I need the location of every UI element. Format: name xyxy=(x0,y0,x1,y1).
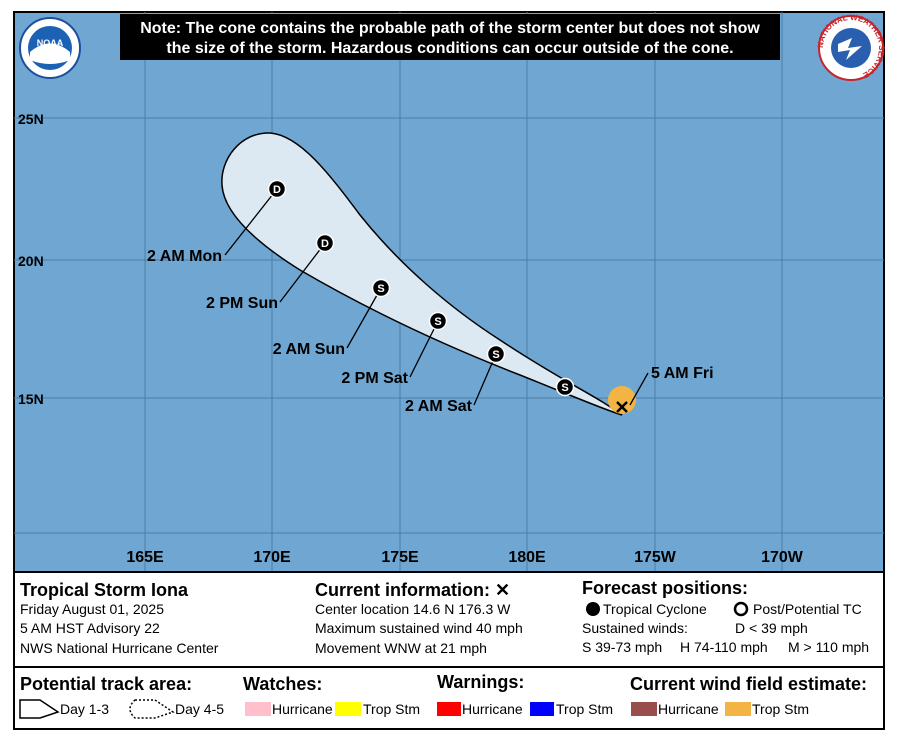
lon-label: 175W xyxy=(634,549,677,566)
lat-label: 20N xyxy=(18,253,44,269)
lon-label: 170E xyxy=(253,549,291,566)
lon-label: 175E xyxy=(381,549,419,566)
note-line: the size of the storm. Hazardous conditi… xyxy=(166,40,733,57)
legend-text: Day 4-5 xyxy=(175,701,224,717)
map-area xyxy=(13,11,885,573)
forecast-points: D D S S S S xyxy=(267,179,575,397)
lat-label: 15N xyxy=(18,391,44,407)
info-text: D < 39 mph xyxy=(735,620,808,636)
marker-letter: S xyxy=(492,349,499,361)
legend-text: Hurricane xyxy=(658,701,719,717)
info-text: Maximum sustained wind 40 mph xyxy=(315,620,523,636)
lon-label: 180E xyxy=(508,549,546,566)
cone-icon xyxy=(19,699,60,719)
info-text: Center location 14.6 N 176.3 W xyxy=(315,601,511,617)
forecast-marker xyxy=(315,233,335,253)
forecast-marker xyxy=(555,377,575,397)
swatch xyxy=(725,702,751,716)
lon-label: 170W xyxy=(761,549,804,566)
info-text: Sustained winds: xyxy=(582,620,688,636)
forecast-cone xyxy=(221,132,623,416)
time-label: 2 PM Sat xyxy=(341,370,408,387)
current-title: Current information: ✕ xyxy=(315,580,510,600)
legend-title: Warnings: xyxy=(437,672,524,692)
cone-icon-dotted xyxy=(129,699,175,719)
time-label: 2 AM Mon xyxy=(147,248,222,265)
info-text: Friday August 01, 2025 xyxy=(20,601,164,617)
forecast-marker xyxy=(371,278,391,298)
lat-labels: 25N 20N 15N xyxy=(18,111,44,407)
legend-text: Hurricane xyxy=(272,701,333,717)
swatch xyxy=(245,702,271,716)
time-label: 5 AM Fri xyxy=(651,365,714,382)
time-label: 2 PM Sun xyxy=(206,295,278,312)
post-icon xyxy=(733,601,749,617)
marker-letter: D xyxy=(273,184,281,196)
noaa-logo: NOAA xyxy=(19,17,81,79)
legend-text: Trop Stm xyxy=(752,701,809,717)
swatch xyxy=(530,702,554,716)
note-box xyxy=(120,14,780,60)
swatch xyxy=(335,702,361,716)
marker-letter: D xyxy=(321,238,329,250)
info-text: H 74-110 mph xyxy=(680,639,768,655)
info-text: Post/Potential TC xyxy=(753,601,862,617)
lon-label: 165E xyxy=(126,549,164,566)
info-text: S 39-73 mph xyxy=(582,639,662,655)
lon-labels: 165E 170E 175E 180E 175W 170W xyxy=(126,549,803,566)
info-text: Movement WNW at 21 mph xyxy=(315,640,487,656)
forecast-marker xyxy=(486,344,506,364)
logo-text: NOAA xyxy=(37,38,64,48)
current-position xyxy=(616,401,628,413)
swatch xyxy=(631,702,657,716)
legend-text: Trop Stm xyxy=(363,701,420,717)
label-leaders xyxy=(224,188,649,406)
legend-text: Trop Stm xyxy=(556,701,613,717)
info-text: NWS National Hurricane Center xyxy=(20,640,219,656)
legend-title: Watches: xyxy=(243,674,322,694)
legend-text: Hurricane xyxy=(462,701,523,717)
forecast-marker xyxy=(428,311,448,331)
legend-title: Potential track area: xyxy=(20,674,192,694)
legend-title: Current wind field estimate: xyxy=(630,674,867,694)
lat-label: 25N xyxy=(18,111,44,127)
time-label: 2 AM Sat xyxy=(405,398,473,415)
marker-letter: S xyxy=(434,316,441,328)
cyclone-icon xyxy=(586,602,600,616)
swatch xyxy=(437,702,461,716)
storm-name: Tropical Storm Iona xyxy=(20,580,189,600)
time-label: 2 AM Sun xyxy=(273,341,345,358)
forecast-title: Forecast positions: xyxy=(582,578,748,598)
marker-letter: S xyxy=(561,382,568,394)
info-text: M > 110 mph xyxy=(788,639,869,655)
info-text: 5 AM HST Advisory 22 xyxy=(20,620,160,636)
forecast-marker xyxy=(267,179,287,199)
wind-field xyxy=(608,386,636,414)
note-line: Note: The cone contains the probable pat… xyxy=(140,20,760,37)
marker-letter: S xyxy=(377,283,384,295)
info-text: Tropical Cyclone xyxy=(603,601,707,617)
legend-text: Day 1-3 xyxy=(60,701,109,717)
